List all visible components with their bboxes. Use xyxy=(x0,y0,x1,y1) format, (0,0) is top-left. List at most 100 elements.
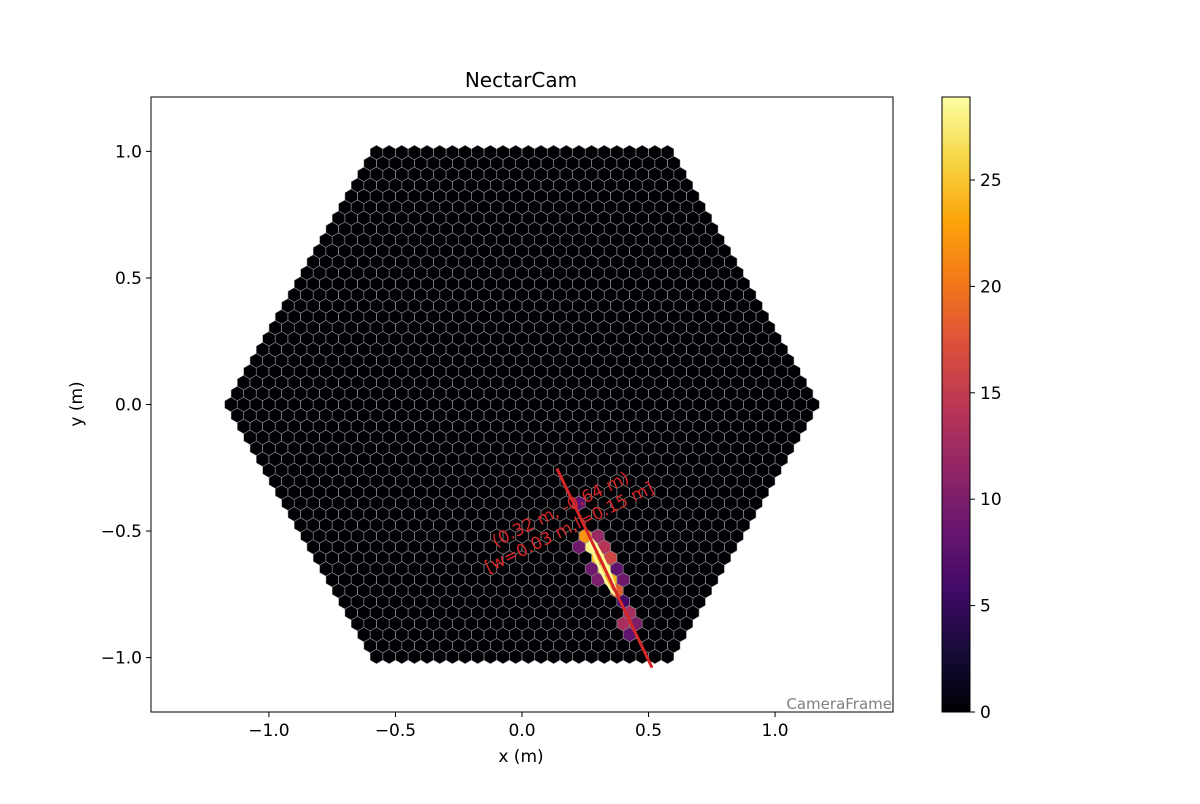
camera-pixel xyxy=(724,342,738,358)
camera-pixel xyxy=(490,462,504,478)
camera-pixel xyxy=(623,188,636,204)
camera-pixel xyxy=(294,429,308,445)
camera-pixel xyxy=(490,397,504,412)
camera-pixel xyxy=(376,506,390,522)
camera-pixel xyxy=(604,309,618,325)
camera-pixel xyxy=(313,418,326,434)
camera-pixel xyxy=(351,484,364,500)
camera-pixel xyxy=(692,199,706,215)
camera-pixel xyxy=(547,408,561,423)
camera-pixel xyxy=(452,265,466,281)
camera-pixel xyxy=(547,451,561,467)
camera-pixel xyxy=(490,331,504,347)
camera-pixel xyxy=(623,539,636,555)
camera-pixel xyxy=(623,451,636,467)
camera-pixel xyxy=(604,484,618,500)
camera-pixel xyxy=(376,572,390,588)
camera-pixel xyxy=(724,254,738,270)
camera-pixel xyxy=(433,298,447,314)
camera-pixel xyxy=(414,440,428,456)
camera-pixel xyxy=(414,397,428,412)
camera-pixel xyxy=(667,221,681,237)
camera-pixel xyxy=(351,177,364,193)
camera-pixel xyxy=(414,287,428,303)
camera-pixel xyxy=(395,583,409,599)
camera-pixel xyxy=(642,309,655,325)
camera-pixel xyxy=(509,254,523,270)
colorbar-tick-label: 25 xyxy=(980,171,1002,191)
camera-pixel xyxy=(667,528,681,544)
camera-pixel xyxy=(762,408,776,423)
camera-pixel xyxy=(471,364,485,380)
camera-pixel xyxy=(351,550,364,566)
camera-pixel xyxy=(332,210,345,226)
camera-pixel xyxy=(256,408,270,423)
camera-pixel xyxy=(667,440,681,456)
camera-pixel xyxy=(351,221,364,237)
camera-pixel xyxy=(313,353,326,369)
camera-pixel xyxy=(623,144,636,160)
camera-pixel xyxy=(547,342,561,358)
camera-pixel xyxy=(787,364,801,380)
camera-pixel xyxy=(376,155,390,171)
camera-pixel xyxy=(667,265,681,281)
camera-pixel xyxy=(294,386,308,401)
camera-pixel xyxy=(294,451,308,467)
camera-pixel xyxy=(490,616,504,632)
camera-pixel xyxy=(294,298,308,314)
camera-pixel xyxy=(623,473,636,489)
camera-pixel xyxy=(395,320,409,336)
camera-pixel xyxy=(433,254,447,270)
camera-pixel xyxy=(490,506,504,522)
camera-pixel xyxy=(376,528,390,544)
camera-pixel xyxy=(604,462,618,478)
lit-pixel xyxy=(572,539,586,555)
camera-pixel xyxy=(667,484,681,500)
camera-pixel xyxy=(490,550,504,566)
camera-pixel xyxy=(566,353,580,369)
camera-pixel xyxy=(313,440,326,456)
camera-pixel xyxy=(509,342,523,358)
camera-pixel xyxy=(275,440,289,456)
camera-pixel xyxy=(730,265,744,281)
camera-pixel xyxy=(566,309,580,325)
camera-pixel xyxy=(490,440,504,456)
camera-pixel xyxy=(452,572,466,588)
camera-pixel xyxy=(490,221,504,237)
colorbar-tick-label: 0 xyxy=(980,703,991,723)
camera-pixel xyxy=(471,495,485,511)
camera-pixel xyxy=(332,254,345,270)
camera-pixel xyxy=(623,320,636,336)
camera-pixel xyxy=(547,495,561,511)
camera-pixel xyxy=(452,243,466,259)
camera-pixel xyxy=(724,473,738,489)
camera-pixel xyxy=(471,320,485,336)
camera-pixel xyxy=(585,451,599,467)
camera-pixel xyxy=(294,473,308,489)
camera-pixel xyxy=(433,188,447,204)
camera-pixel xyxy=(642,462,655,478)
camera-pixel xyxy=(711,561,725,577)
y-tick-label: −0.5 xyxy=(101,522,142,542)
camera-pixel xyxy=(667,418,681,434)
camera-pixel xyxy=(490,177,504,193)
camera-pixel xyxy=(585,254,599,270)
camera-pixel xyxy=(433,210,447,226)
camera-pixel xyxy=(585,210,599,226)
camera-pixel xyxy=(351,243,364,259)
camera-pixel xyxy=(743,309,757,325)
camera-pixel xyxy=(724,408,738,423)
camera-pixel xyxy=(686,232,700,248)
camera-pixel xyxy=(395,649,409,665)
camera-pixel xyxy=(313,484,326,500)
camera-pixel xyxy=(566,440,580,456)
camera-pixel xyxy=(768,331,782,347)
camera-pixel xyxy=(743,506,757,522)
camera-pixel xyxy=(471,298,485,314)
camera-pixel xyxy=(724,276,738,292)
camera-pixel xyxy=(528,572,542,588)
camera-pixel xyxy=(490,572,504,588)
camera-pixel xyxy=(730,528,744,544)
y-axis-label: y (m) xyxy=(67,381,87,426)
camera-pixel xyxy=(351,594,364,610)
